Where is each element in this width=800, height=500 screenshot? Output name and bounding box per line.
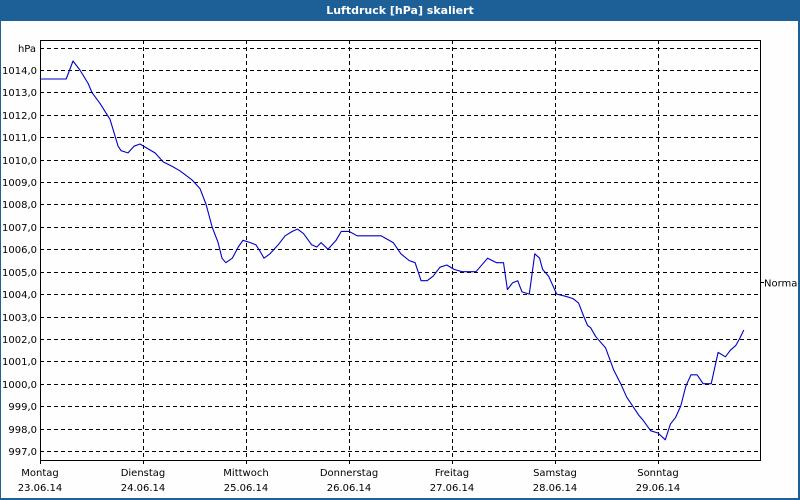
normal-pressure-marker: Normal [764, 279, 798, 290]
x-tick-date-label: 23.06.14 [18, 483, 63, 494]
x-tick-day-label: Samstag [533, 468, 577, 479]
y-tick-label: 1012,0 [2, 111, 37, 122]
y-tick-label: 1001,0 [2, 357, 37, 368]
y-tick-label: 1002,0 [2, 335, 37, 346]
plot-area-border [40, 40, 761, 461]
x-tick-date-label: 27.06.14 [430, 483, 475, 494]
y-tick-label: 1011,0 [2, 133, 37, 144]
y-tick-label: 1005,0 [2, 268, 37, 279]
y-tick-label: 1009,0 [2, 178, 37, 189]
pressure-series-line [40, 60, 745, 441]
y-tick-label: 1003,0 [2, 313, 37, 324]
x-tick-date-label: 26.06.14 [327, 483, 372, 494]
y-axis-unit-label: hPa [18, 44, 36, 55]
x-tick-day-label: Mittwoch [223, 468, 268, 479]
x-tick-date-label: 28.06.14 [533, 483, 578, 494]
y-tick-label: 1006,0 [2, 245, 37, 256]
x-tick-date-label: 25.06.14 [224, 483, 269, 494]
y-tick-label: 1014,0 [2, 66, 37, 77]
y-tick-label: 1000,0 [2, 380, 37, 391]
y-tick-label: 999,0 [8, 402, 37, 413]
x-tick-day-label: Donnerstag [320, 468, 378, 479]
y-tick-label: 1008,0 [2, 200, 37, 211]
y-tick-label: 1004,0 [2, 290, 37, 301]
x-tick-date-label: 29.06.14 [636, 483, 681, 494]
y-tick-label: 1007,0 [2, 223, 37, 234]
x-tick-day-label: Montag [21, 468, 58, 479]
x-tick-day-label: Dienstag [121, 468, 166, 479]
x-tick-day-label: Freitag [435, 468, 469, 479]
y-tick-label: 998,0 [8, 425, 37, 436]
y-tick-label: 997,0 [8, 447, 37, 458]
x-tick-date-label: 24.06.14 [121, 483, 166, 494]
x-tick-day-label: Sonntag [637, 468, 679, 479]
y-tick-label: 1013,0 [2, 88, 37, 99]
chart-title: Luftdruck [hPa] skaliert [0, 0, 800, 21]
pressure-line-chart: hPa 1014,0 1013,0 1012,0 1011,0 1010,0 1009,0 1… [2, 40, 798, 494]
chart-canvas: hPa 1014,0 1013,0 1012,0 1011,0 1010,0 1009,0 1… [1, 21, 798, 498]
y-tick-label: 1010,0 [2, 156, 37, 167]
